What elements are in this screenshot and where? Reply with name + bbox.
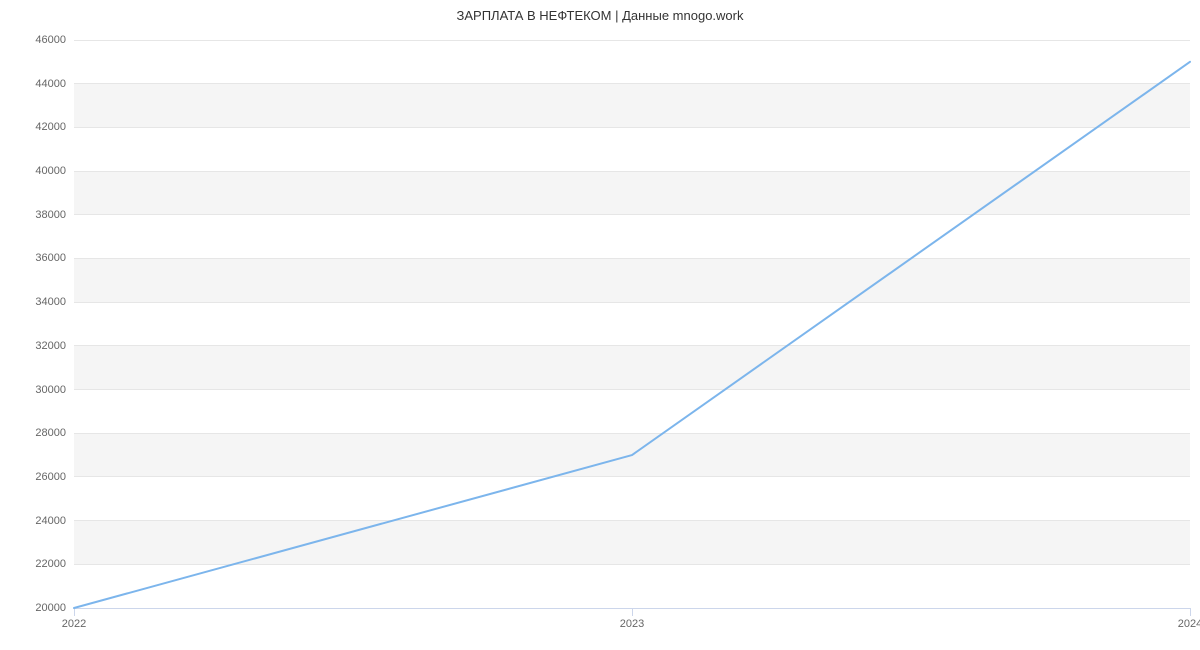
y-axis-label: 22000 bbox=[35, 558, 74, 570]
salary-chart: ЗАРПЛАТА В НЕФТЕКОМ | Данные mnogo.work … bbox=[0, 0, 1200, 650]
chart-title: ЗАРПЛАТА В НЕФТЕКОМ | Данные mnogo.work bbox=[0, 8, 1200, 23]
y-axis-label: 46000 bbox=[35, 34, 74, 46]
y-axis-label: 28000 bbox=[35, 427, 74, 439]
y-axis-label: 40000 bbox=[35, 165, 74, 177]
x-tick bbox=[1190, 608, 1191, 616]
y-axis-label: 30000 bbox=[35, 384, 74, 396]
y-axis-label: 20000 bbox=[35, 602, 74, 614]
series-line bbox=[74, 40, 1190, 608]
x-axis-label: 2023 bbox=[620, 618, 644, 630]
y-axis-label: 24000 bbox=[35, 515, 74, 527]
y-axis-label: 38000 bbox=[35, 209, 74, 221]
y-axis-label: 26000 bbox=[35, 471, 74, 483]
x-tick bbox=[74, 608, 75, 616]
y-axis-label: 34000 bbox=[35, 296, 74, 308]
x-tick bbox=[632, 608, 633, 616]
y-axis-label: 44000 bbox=[35, 78, 74, 90]
y-axis-label: 32000 bbox=[35, 340, 74, 352]
y-axis-label: 36000 bbox=[35, 252, 74, 264]
plot-area: 2000022000240002600028000300003200034000… bbox=[74, 40, 1190, 608]
x-axis-label: 2024 bbox=[1178, 618, 1200, 630]
y-axis-label: 42000 bbox=[35, 121, 74, 133]
x-axis-label: 2022 bbox=[62, 618, 86, 630]
